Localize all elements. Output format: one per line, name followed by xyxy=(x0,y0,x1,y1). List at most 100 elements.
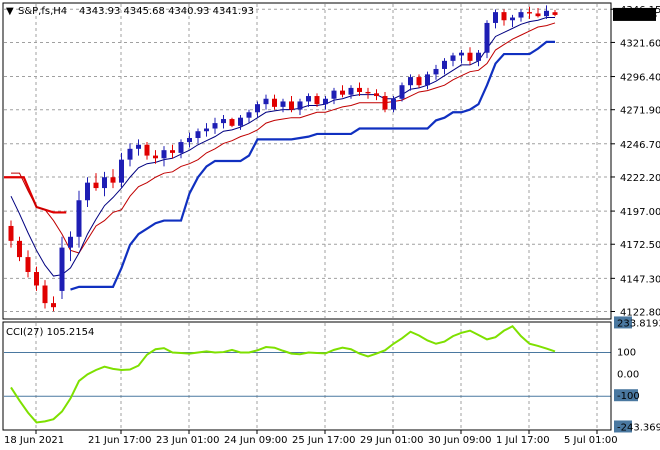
candle-body-11 xyxy=(102,177,107,189)
candle-body-21 xyxy=(187,137,192,143)
candle-body-19 xyxy=(170,150,175,153)
cci-tick-label-0: 233.8193 xyxy=(617,318,660,329)
price-tick-label-5: 4222.20 xyxy=(620,173,660,184)
candle-body-14 xyxy=(127,148,133,160)
main-frame xyxy=(2,2,612,320)
chart-header: ▼ S&P,fs,H4 4343.93 4345.68 4340.93 4341… xyxy=(6,6,254,17)
candle-body-49 xyxy=(425,74,430,86)
candle-body-28 xyxy=(246,112,252,118)
candle-body-5 xyxy=(51,303,56,308)
candle-body-42 xyxy=(365,91,371,94)
main-grid xyxy=(4,4,611,318)
price-tick-label-6: 4197.00 xyxy=(620,207,660,218)
price-tick-label-7: 4172.50 xyxy=(620,240,660,251)
candle-body-26 xyxy=(229,119,235,126)
candle-body-13 xyxy=(119,159,124,183)
price-axis: 4346.154321.604296.404271.904246.704222.… xyxy=(611,5,660,319)
candle-body-34 xyxy=(297,101,303,110)
candle-body-25 xyxy=(221,119,226,124)
candle-body-57 xyxy=(493,12,498,23)
candle-body-16 xyxy=(144,144,150,156)
time-axis: 18 Jun 2021 21 Jun 17:00 23 Jun 01:00 24 Ju… xyxy=(4,430,618,446)
candle-body-48 xyxy=(416,77,422,86)
chart-menu-icon[interactable]: ▼ xyxy=(6,6,14,17)
candle-body-22 xyxy=(195,131,201,138)
cci-series-line xyxy=(10,325,556,424)
cci-tick-box-4 xyxy=(614,420,632,433)
current-price-label: 4341.93 xyxy=(616,10,657,21)
cci-label: CCI(27) 105.2154 xyxy=(6,327,94,338)
cci-tick-label-2: 0.00 xyxy=(617,369,639,380)
candle-body-53 xyxy=(459,52,464,56)
candle-body-64 xyxy=(552,12,558,15)
candle-body-39 xyxy=(340,90,345,95)
candle-body-41 xyxy=(357,87,362,92)
candle-body-18 xyxy=(161,150,167,159)
cci-tick-box-0 xyxy=(614,316,632,329)
candle-body-43 xyxy=(374,93,379,97)
candle-body-47 xyxy=(408,77,413,86)
price-tick-label-8: 4147.30 xyxy=(620,274,660,285)
candle-body-8 xyxy=(76,200,82,237)
candle-body-20 xyxy=(178,142,184,153)
ohlc-readout: 4343.93 4345.68 4340.93 4341.93 xyxy=(79,6,254,17)
candle-body-15 xyxy=(136,144,141,149)
time-label-8: 5 Jul 01:00 xyxy=(564,435,618,446)
candle-body-60 xyxy=(518,12,524,18)
candle-body-56 xyxy=(484,22,490,53)
price-tick-label-3: 4271.90 xyxy=(620,106,660,117)
candle-body-44 xyxy=(382,96,388,110)
current-price-tag xyxy=(613,7,656,21)
time-label-4: 25 Jun 17:00 xyxy=(292,435,356,446)
cci-tick-label-4: -243.3697 xyxy=(617,422,660,433)
cci-frame xyxy=(2,321,612,431)
candle-body-0 xyxy=(8,225,14,241)
price-tick-label-4: 4246.70 xyxy=(620,140,660,151)
candle-body-58 xyxy=(501,12,507,21)
time-label-0: 18 Jun 2021 xyxy=(4,435,64,446)
candle-body-33 xyxy=(289,101,294,110)
candle-body-2 xyxy=(25,257,31,272)
candle-body-50 xyxy=(433,68,439,75)
candle-body-45 xyxy=(391,98,396,110)
candle-body-9 xyxy=(85,182,90,201)
time-label-3: 24 Jun 09:00 xyxy=(224,435,288,446)
candle-body-55 xyxy=(476,52,481,61)
time-label-5: 29 Jun 01:00 xyxy=(360,435,424,446)
time-label-2: 23 Jun 01:00 xyxy=(156,435,220,446)
candle-body-10 xyxy=(93,182,99,189)
candle-body-31 xyxy=(272,98,277,107)
candle-body-12 xyxy=(110,177,116,183)
symbol-label: S&P,fs,H4 xyxy=(18,6,67,17)
candle-body-35 xyxy=(306,96,311,102)
candle-body-1 xyxy=(17,240,22,258)
candle-body-29 xyxy=(255,104,260,113)
candle-body-46 xyxy=(399,85,405,99)
time-label-7: 1 Jul 17:00 xyxy=(496,435,550,446)
candle-body-62 xyxy=(535,13,541,17)
candle-body-40 xyxy=(348,87,354,95)
candle-body-7 xyxy=(68,236,73,248)
candles xyxy=(8,5,558,312)
candle-body-24 xyxy=(212,123,218,129)
candle-body-38 xyxy=(331,90,337,99)
candle-body-51 xyxy=(442,60,447,69)
time-label-6: 30 Jun 09:00 xyxy=(428,435,492,446)
cci-tick-box-3 xyxy=(614,389,638,402)
candle-body-17 xyxy=(153,155,158,159)
candle-body-23 xyxy=(204,128,209,132)
candle-body-4 xyxy=(42,285,48,304)
price-tick-label-2: 4296.40 xyxy=(620,73,660,84)
candle-body-52 xyxy=(450,55,456,61)
candle-body-6 xyxy=(59,247,65,291)
channel-series-line xyxy=(70,40,555,291)
candle-body-61 xyxy=(527,12,532,14)
candle-body-59 xyxy=(510,17,515,21)
cci-tick-label-1: 100 xyxy=(617,348,636,359)
candle-body-32 xyxy=(280,101,286,107)
price-tick-label-1: 4321.60 xyxy=(620,38,660,49)
candle-body-54 xyxy=(467,52,473,61)
candle-body-30 xyxy=(263,98,269,105)
